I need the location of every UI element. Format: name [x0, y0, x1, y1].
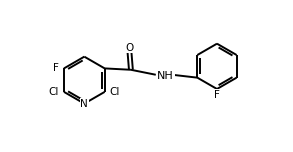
Text: F: F — [53, 63, 59, 73]
Text: N: N — [81, 99, 88, 109]
Text: Cl: Cl — [110, 87, 120, 97]
Text: NH: NH — [157, 71, 174, 81]
Text: F: F — [214, 90, 220, 100]
Text: O: O — [125, 43, 134, 53]
Text: Cl: Cl — [49, 87, 59, 97]
